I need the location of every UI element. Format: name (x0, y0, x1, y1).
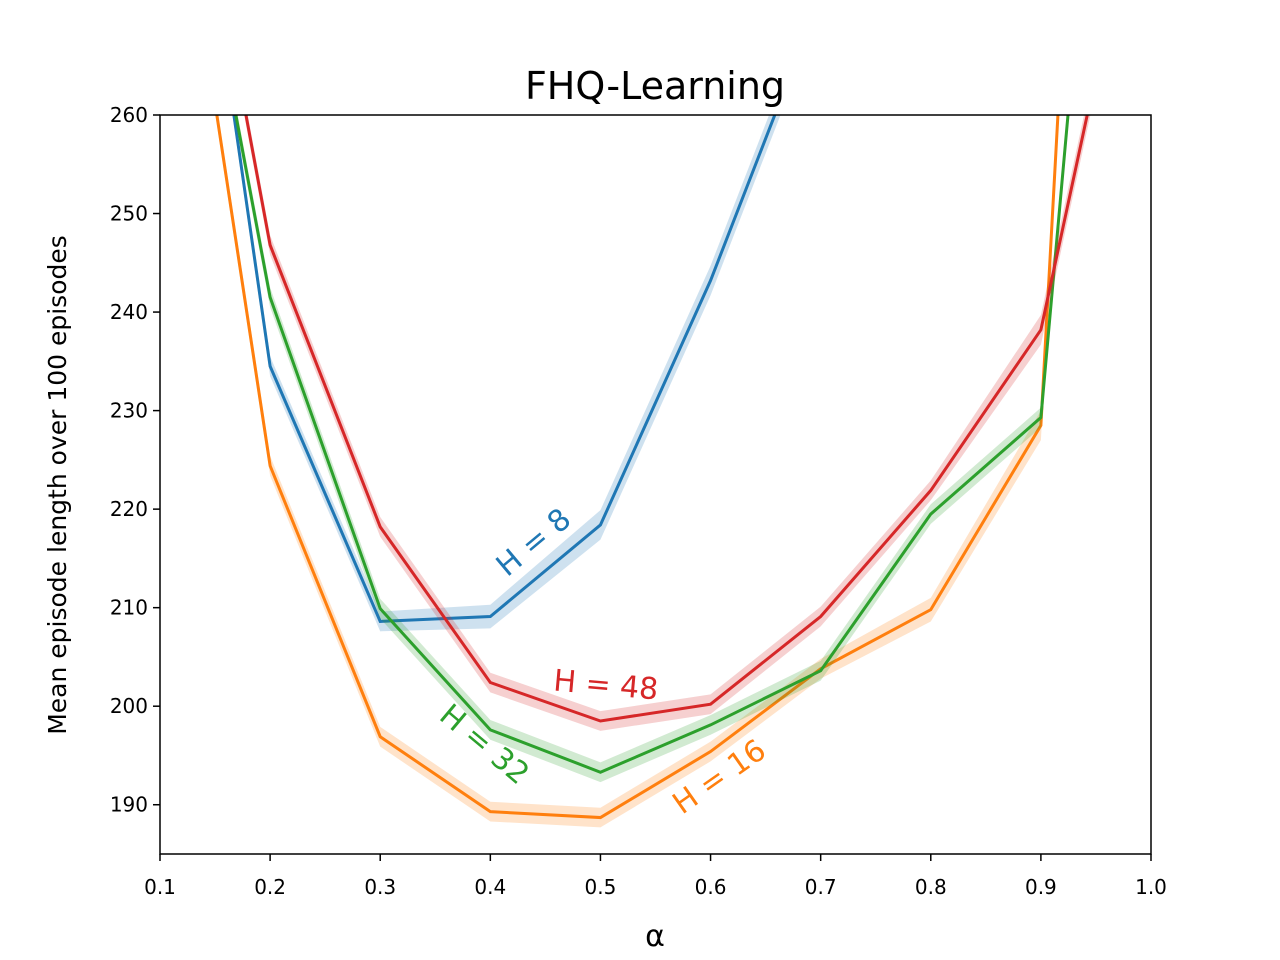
x-tick-label: 0.9 (1025, 875, 1057, 899)
y-tick-label: 190 (110, 793, 148, 817)
x-tick-label: 0.7 (805, 875, 837, 899)
line (215, 115, 1060, 820)
x-tick-label: 0.6 (695, 875, 727, 899)
line (234, 115, 1070, 774)
x-tick-label: 0.5 (585, 875, 617, 899)
y-tick-label: 200 (110, 694, 148, 718)
x-tick-label: 0.3 (364, 875, 396, 899)
plot-area (215, 115, 1091, 828)
y-tick-label: 250 (110, 202, 148, 226)
chart-title: FHQ-Learning (525, 64, 785, 108)
x-tick-label: 0.8 (915, 875, 947, 899)
y-tick-label: 230 (110, 399, 148, 423)
x-axis-label: α (645, 919, 665, 954)
x-tick-label: 0.1 (144, 875, 176, 899)
axes-frame (159, 114, 1152, 855)
y-tick-label: 220 (110, 497, 148, 521)
y-tick-label: 210 (110, 596, 148, 620)
x-tick-label: 0.2 (254, 875, 286, 899)
line (244, 115, 1089, 723)
error-band (215, 115, 1059, 828)
y-axis-label: Mean episode length over 100 episodes (43, 235, 72, 735)
y-tick-label: 260 (110, 103, 148, 127)
error-band (232, 115, 781, 632)
x-tick-label: 0.4 (474, 875, 506, 899)
y-tick-label: 240 (110, 300, 148, 324)
x-tick-label: 1.0 (1135, 875, 1167, 899)
line (232, 115, 777, 624)
